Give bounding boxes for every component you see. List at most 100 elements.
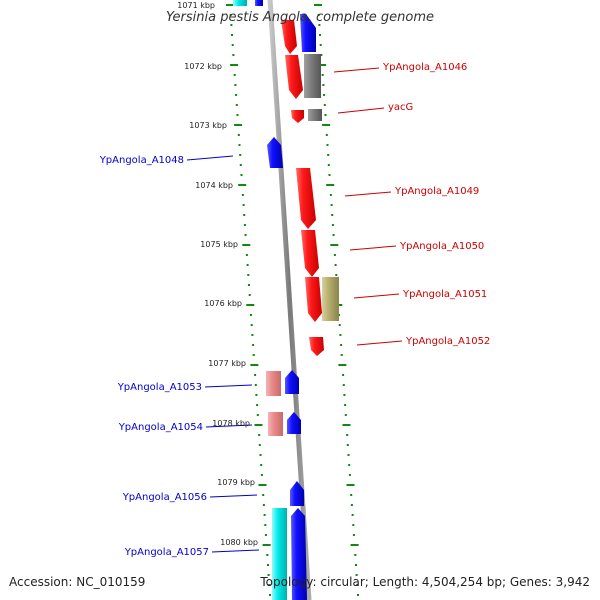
gene-label-a1051[interactable]: YpAngola_A1051 <box>402 289 487 300</box>
ruler-dot <box>233 74 236 76</box>
ruler-dot <box>267 574 270 576</box>
olive-feature-a1051[interactable] <box>322 277 339 321</box>
tick-label-1078: 1078 kbp <box>212 419 250 428</box>
right-ruler-dot <box>342 384 345 386</box>
ruler-tick <box>254 424 263 426</box>
right-ruler-dot <box>321 74 324 76</box>
ruler-dot <box>258 444 261 446</box>
ruler-dot <box>240 174 243 176</box>
ruler-dot <box>239 164 242 166</box>
right-ruler-dot <box>324 114 327 116</box>
right-ruler-dot <box>319 44 322 46</box>
ruler-dot <box>245 254 248 256</box>
ruler-dot <box>250 314 252 316</box>
ruler-tick <box>226 4 234 6</box>
gene-forward-a1045[interactable] <box>281 20 297 54</box>
ruler-dot <box>231 34 233 36</box>
gray-feature-a1046[interactable] <box>304 54 321 98</box>
right-ruler-dot <box>332 234 335 236</box>
right-ruler-dot <box>327 164 330 166</box>
right-ruler-dot <box>344 414 347 416</box>
right-ruler-dot <box>352 534 355 536</box>
pink-feature-a1054[interactable] <box>268 412 283 436</box>
gene-forward-a1050[interactable] <box>301 230 319 277</box>
ruler-dot <box>235 104 238 106</box>
right-ruler-tick <box>342 424 351 426</box>
gene-label-a1048[interactable]: YpAngola_A1048 <box>99 155 184 166</box>
pink-feature-a1053[interactable] <box>266 371 281 396</box>
right-ruler-dot <box>340 344 343 346</box>
gene-label-yacg[interactable]: yacG <box>388 102 413 113</box>
right-ruler-dot <box>320 54 323 56</box>
right-ruler-dot <box>354 554 357 556</box>
right-ruler-dot <box>350 504 353 506</box>
gene-reverse-a1053[interactable] <box>285 370 299 394</box>
ruler-dot <box>239 154 242 156</box>
tick-label-1075: 1075 kbp <box>200 240 238 249</box>
tick-label-1073: 1073 kbp <box>189 121 227 130</box>
gene-label-a1054[interactable]: YpAngola_A1054 <box>118 422 203 433</box>
ruler-dot <box>231 44 234 46</box>
gene-reverse-a1054[interactable] <box>287 412 301 434</box>
gene-label-a1049[interactable]: YpAngola_A1049 <box>394 186 479 197</box>
right-ruler-dot <box>331 224 334 226</box>
gene-forward-a1046[interactable] <box>285 55 303 99</box>
ruler-dot <box>266 554 269 556</box>
ruler-dot <box>264 534 267 536</box>
right-ruler-dot <box>322 84 325 86</box>
ruler-dots <box>226 4 271 596</box>
gene-reverse-top[interactable] <box>300 14 316 52</box>
ruler-dot <box>256 404 259 406</box>
right-ruler-dot <box>318 24 321 26</box>
right-ruler-tick <box>322 124 331 126</box>
ruler-dot <box>230 24 233 26</box>
gene-reverse-a1048[interactable] <box>267 137 283 168</box>
gray-feature-yacg[interactable] <box>308 109 322 121</box>
right-ruler-dot <box>340 354 343 356</box>
right-ruler-tick <box>326 184 335 186</box>
ruler-dot <box>262 504 265 506</box>
right-ruler-dot <box>344 404 347 406</box>
right-ruler-dot <box>325 134 328 136</box>
right-ruler-dot <box>355 574 358 576</box>
ruler-dot <box>244 234 247 236</box>
gene-reverse-a1056[interactable] <box>290 481 304 506</box>
gene-label-a1056[interactable]: YpAngola_A1056 <box>122 492 207 503</box>
gene-label-a1057[interactable]: YpAngola_A1057 <box>124 547 209 558</box>
gene-label-a1050[interactable]: YpAngola_A1050 <box>399 241 484 252</box>
blue-feature-top <box>255 0 263 6</box>
genome-summary-text: Topology: circular; Length: 4,504,254 bp… <box>260 575 590 589</box>
ruler-tick <box>262 544 271 546</box>
cyan-feature-a1057[interactable] <box>272 508 287 600</box>
right-ruler-dot <box>323 104 326 106</box>
right-ruler-dot <box>346 444 349 446</box>
ruler-tick <box>238 184 247 186</box>
ruler-tick <box>258 484 267 486</box>
gene-reverse-a1057[interactable] <box>291 508 307 600</box>
right-ruler-tick <box>350 544 359 546</box>
ruler-tick <box>250 364 259 366</box>
gene-forward-a1052[interactable] <box>309 337 324 356</box>
gene-label-a1053[interactable]: YpAngola_A1053 <box>117 382 202 393</box>
ruler-dot <box>252 344 255 346</box>
ruler-dot <box>243 214 246 216</box>
ruler-tick <box>246 304 255 306</box>
ruler-dot <box>237 134 240 136</box>
ruler-tick <box>230 64 239 66</box>
right-ruler-dot <box>351 514 354 516</box>
gene-label-a1052[interactable]: YpAngola_A1052 <box>405 336 490 347</box>
ruler-dot <box>260 474 263 476</box>
gene-forward-a1049[interactable] <box>296 168 316 229</box>
right-ruler-dot <box>342 374 345 376</box>
gene-label-a1046[interactable]: YpAngola_A1046 <box>382 62 467 73</box>
gene-forward-yacg[interactable] <box>291 110 304 123</box>
right-ruler-dot <box>357 594 359 596</box>
right-ruler-dot <box>323 94 326 96</box>
right-ruler-tick <box>314 4 322 6</box>
ruler-dot <box>250 324 253 326</box>
gene-forward-a1051[interactable] <box>305 277 322 322</box>
right-ruler-dot <box>352 524 355 526</box>
right-ruler-dot <box>331 214 334 216</box>
right-ruler-dot <box>346 434 349 436</box>
